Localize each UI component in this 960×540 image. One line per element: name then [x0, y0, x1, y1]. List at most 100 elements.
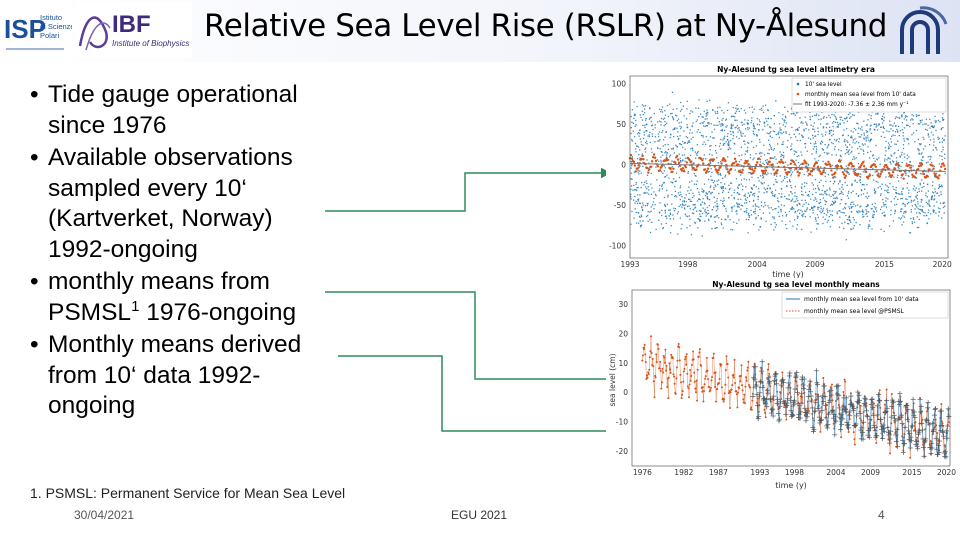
data-point	[672, 118, 675, 121]
data-point	[720, 174, 722, 176]
psmsl-point	[718, 377, 721, 380]
data-point	[640, 186, 642, 189]
data-point	[722, 117, 724, 120]
monthly-point	[672, 167, 675, 170]
data-point	[747, 123, 749, 126]
data-point	[883, 214, 885, 217]
psmsl-segment	[682, 381, 684, 392]
psmsl-segment	[790, 387, 792, 398]
data-point	[806, 171, 808, 173]
data-point	[763, 182, 765, 184]
data-point	[701, 190, 703, 193]
data-point	[828, 152, 830, 154]
psmsl-point	[693, 371, 696, 374]
data-point	[717, 107, 719, 109]
psmsl-point	[656, 343, 659, 346]
data-point	[714, 111, 716, 113]
data-point	[653, 208, 655, 210]
data-point	[773, 131, 776, 133]
data-point	[778, 193, 780, 195]
data-point	[698, 198, 700, 201]
data-point	[738, 137, 740, 140]
data-point	[720, 187, 723, 189]
monthly-point	[682, 169, 686, 173]
monthly-point	[776, 169, 779, 172]
data-point	[865, 196, 867, 198]
data-point	[774, 156, 776, 158]
data-point	[744, 195, 746, 197]
data-point	[634, 195, 636, 198]
y-tick-label: 50	[616, 120, 626, 129]
data-point	[830, 195, 832, 198]
data-point	[915, 115, 918, 118]
monthly-point	[798, 172, 801, 175]
data-point	[844, 169, 846, 171]
psmsl-segment	[652, 358, 654, 367]
data-point	[706, 196, 708, 198]
connector-observations	[325, 167, 612, 212]
monthly-point	[812, 164, 816, 168]
data-point	[919, 205, 921, 207]
data-point	[775, 158, 777, 160]
x-tick-label: 2004	[748, 260, 767, 269]
psmsl-segment	[684, 359, 686, 369]
psmsl-segment	[697, 356, 699, 370]
data-point	[942, 113, 944, 115]
data-point	[686, 142, 689, 144]
data-point	[896, 131, 899, 133]
monthly-point	[868, 174, 872, 177]
data-point	[843, 129, 845, 131]
data-point	[685, 194, 687, 196]
data-point	[786, 176, 788, 179]
data-point	[935, 147, 937, 149]
data-point	[848, 223, 850, 225]
data-point	[768, 143, 771, 146]
data-point	[634, 202, 636, 204]
data-point	[877, 172, 880, 174]
data-point	[816, 228, 818, 230]
psmsl-point	[749, 386, 752, 389]
data-point	[767, 172, 769, 174]
data-point	[632, 122, 635, 124]
data-point	[870, 117, 872, 120]
data-point	[866, 192, 868, 194]
x-tick-label: 1993	[620, 260, 639, 269]
data-point	[854, 180, 856, 182]
data-point	[863, 132, 865, 134]
data-point	[742, 132, 744, 135]
data-point	[713, 196, 715, 199]
data-point	[845, 239, 847, 241]
ibf-logo-subtitle: Institute of Biophysics	[112, 39, 189, 48]
data-point	[710, 175, 712, 177]
data-point	[805, 127, 807, 130]
data-point	[872, 214, 874, 216]
psmsl-segment	[763, 403, 765, 410]
data-point	[846, 148, 848, 151]
data-point	[925, 194, 927, 197]
psmsl-segment	[725, 370, 727, 385]
psmsl-segment	[885, 400, 887, 412]
data-point	[801, 210, 803, 213]
data-point	[893, 152, 895, 155]
data-point	[646, 192, 648, 194]
data-point	[901, 116, 903, 118]
data-point	[847, 113, 850, 116]
data-point	[881, 183, 883, 185]
data-point	[806, 208, 808, 211]
data-point	[857, 132, 859, 135]
monthly-point	[810, 169, 814, 173]
data-point	[866, 130, 869, 133]
data-point	[654, 203, 656, 206]
data-point	[650, 116, 652, 119]
data-point	[880, 126, 882, 128]
data-point	[700, 204, 702, 206]
data-point	[644, 148, 646, 151]
data-point	[853, 114, 855, 116]
data-point	[637, 161, 639, 164]
data-point	[787, 198, 789, 200]
psmsl-segment	[644, 344, 646, 355]
data-point	[911, 114, 913, 116]
data-point	[734, 127, 736, 129]
data-point	[859, 178, 861, 181]
data-point	[666, 122, 668, 124]
